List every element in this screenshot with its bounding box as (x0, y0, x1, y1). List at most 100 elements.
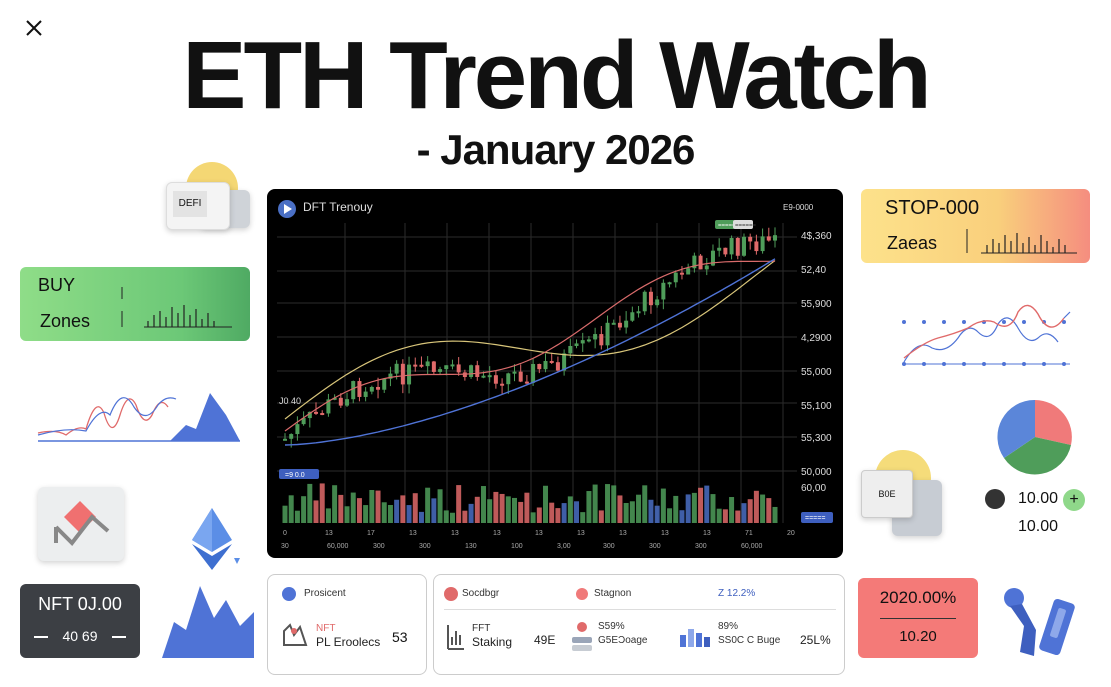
candle-body (450, 364, 455, 367)
pie-chart-icon (997, 399, 1072, 475)
x-axis-label: 20 (787, 530, 795, 537)
volume-bar (468, 503, 474, 523)
candle-body (500, 383, 505, 386)
col2-header: Stagnon (594, 588, 632, 599)
volume-bar (679, 510, 685, 523)
candle-body (574, 343, 579, 346)
col1-header: Socdbgr (462, 588, 500, 599)
volume-bar (487, 499, 493, 523)
page-title: ETH Trend Watch (182, 22, 931, 129)
volume-bar (555, 508, 561, 523)
candle-body (407, 364, 412, 385)
volume-bar (338, 494, 344, 523)
candle-body (295, 424, 300, 435)
volume-bar (524, 492, 530, 523)
x-axis-sublabel: 100 (511, 543, 523, 550)
candle-body (599, 334, 604, 346)
candle-body (549, 360, 554, 363)
bar-card: B0E (861, 470, 913, 518)
candle-body (593, 334, 598, 340)
candle-body (766, 236, 771, 241)
candle-body (382, 378, 387, 390)
defi-card: DEFI (166, 182, 230, 230)
candle-body (537, 364, 542, 370)
volume-bar (741, 503, 747, 523)
staking-chart-icon (447, 625, 464, 650)
candle-body (735, 238, 740, 256)
volume-bar (431, 498, 437, 523)
volume-tag-label: ===== (805, 515, 825, 522)
stop-bars-icon (966, 229, 1077, 254)
bottom-tag-label: =9 0.0 (285, 472, 305, 479)
staking-panel: Socdbgr Stagnon Z 12.2% FFT Staking 49E … (433, 574, 845, 675)
candle-body (667, 282, 672, 285)
candle-body (748, 236, 753, 242)
x-axis-sublabel: 300 (695, 543, 707, 550)
increment-button[interactable]: + (1063, 489, 1085, 511)
percent-card: 2020.00% 10.20 (858, 578, 978, 658)
volume-bar (561, 503, 567, 523)
candle-body (307, 411, 312, 419)
volume-bar (443, 510, 449, 523)
volume-bar (375, 490, 381, 523)
candle-body (369, 386, 374, 392)
x-axis-label: 13 (493, 530, 501, 537)
candle-body (338, 397, 343, 406)
candle-body (624, 320, 629, 328)
volume-bar (605, 484, 611, 523)
candle-body (636, 311, 641, 314)
stop-label: STOP-000 (885, 197, 980, 219)
stop-zones-label: Zaeas (887, 233, 938, 253)
x-axis-label: 17 (367, 530, 375, 537)
x-axis-label: 13 (703, 530, 711, 537)
volume-bar (623, 502, 629, 523)
counter-value-secondary: 10.00 (1018, 518, 1059, 535)
candle-body (289, 434, 294, 439)
x-axis-sublabel: 300 (419, 543, 431, 550)
price-axis-label: 4,2900 (801, 333, 832, 344)
candle-body (648, 291, 653, 306)
diamond-logo-icon (54, 501, 110, 547)
volume-bar (282, 505, 288, 523)
legend-tag-grey-label: ====== (735, 223, 757, 229)
volume-bar (629, 501, 635, 523)
candle-body (345, 399, 350, 406)
volume-bar (611, 485, 617, 523)
candle-body (487, 375, 492, 378)
volume-bar (574, 501, 580, 523)
volume-bar (722, 509, 728, 523)
candle-body (512, 371, 517, 374)
percent-divider (880, 618, 956, 619)
x-axis-label: 13 (619, 530, 627, 537)
volume-bar (369, 490, 375, 523)
volume-bar (772, 506, 778, 523)
legend-tag-grey (733, 220, 753, 229)
volume-bar (505, 496, 511, 523)
volume-bar (456, 485, 462, 523)
volume-bar (586, 491, 592, 523)
close-button[interactable] (22, 16, 46, 40)
candle-body (754, 241, 759, 252)
x-axis-label: 13 (325, 530, 333, 537)
candle-body (481, 375, 486, 378)
robot-icon (1004, 588, 1075, 656)
candle-body (462, 372, 467, 378)
price-axis-label: 50,000 (801, 467, 832, 478)
nft-label: NFT (316, 623, 336, 634)
volume-bar (543, 485, 549, 523)
buy-label: BUY (38, 275, 76, 295)
volume-bar (462, 510, 468, 523)
chart-logo-icon (278, 200, 296, 218)
volume-bar (406, 505, 412, 523)
volume-bar (425, 487, 431, 523)
volume-bar (660, 488, 666, 523)
candle-body (376, 386, 381, 390)
candle-body (438, 369, 443, 372)
volume-bar (381, 502, 387, 523)
ethereum-icon (192, 508, 240, 570)
decrement-button[interactable] (985, 489, 1005, 509)
volume-bar (667, 508, 673, 523)
page-subtitle: - January 2026 (416, 126, 696, 173)
volume-bar (592, 484, 598, 523)
right-value1: 89% (718, 621, 739, 632)
